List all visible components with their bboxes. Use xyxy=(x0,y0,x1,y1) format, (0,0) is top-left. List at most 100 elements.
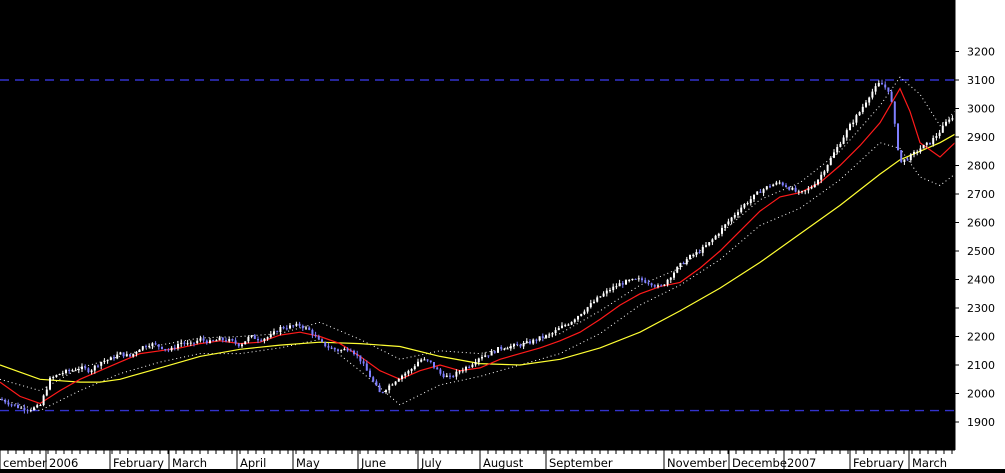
price-candle xyxy=(593,299,595,304)
price-candle xyxy=(602,291,605,298)
price-candle xyxy=(557,326,560,331)
candle-body xyxy=(119,352,122,355)
price-candle xyxy=(708,242,711,247)
price-candle xyxy=(932,135,935,147)
candle-body xyxy=(356,354,359,356)
price-candle xyxy=(125,351,128,357)
candle-body xyxy=(388,385,391,391)
price-candle xyxy=(471,362,474,368)
candle-body xyxy=(285,328,288,330)
price-candle xyxy=(845,128,848,141)
price-candle xyxy=(196,338,199,345)
price-candle xyxy=(420,358,423,363)
price-candle xyxy=(426,359,429,363)
price-candle xyxy=(823,169,826,177)
price-candle xyxy=(583,309,586,316)
price-candle xyxy=(71,368,74,372)
candle-body xyxy=(721,227,723,234)
candle-body xyxy=(151,343,154,346)
candle-body xyxy=(45,389,48,396)
price-candle xyxy=(887,87,890,94)
price-candle xyxy=(538,336,541,342)
price-candle xyxy=(906,157,909,161)
candle-body xyxy=(231,339,234,341)
candle-body xyxy=(292,325,295,327)
price-candle xyxy=(93,364,96,374)
price-candle xyxy=(295,321,298,327)
candle-body xyxy=(941,125,944,133)
candle-body xyxy=(887,87,890,92)
candle-body xyxy=(337,349,339,351)
price-candle xyxy=(308,326,311,331)
candle-body xyxy=(55,374,58,378)
candle-body xyxy=(468,366,471,368)
price-candle xyxy=(724,223,727,231)
price-candle xyxy=(170,345,173,352)
price-candle xyxy=(260,338,263,342)
price-candle xyxy=(129,354,131,358)
price-candle xyxy=(660,284,663,287)
price-candle xyxy=(49,376,51,391)
candle-body xyxy=(237,343,240,347)
price-candle xyxy=(305,325,307,330)
price-candle xyxy=(865,99,867,109)
price-candle xyxy=(45,386,48,397)
price-candle xyxy=(826,164,829,173)
price-candle xyxy=(701,244,704,257)
price-candle xyxy=(327,342,330,351)
candle-body xyxy=(737,212,739,216)
candle-body xyxy=(561,325,563,329)
price-candle xyxy=(177,340,179,351)
price-candle xyxy=(551,332,554,338)
y-tick-label: 2000 xyxy=(967,388,995,401)
candle-body xyxy=(516,344,519,346)
price-candle xyxy=(580,313,583,317)
price-candle xyxy=(301,324,304,332)
price-candle xyxy=(186,340,189,346)
price-candle xyxy=(452,374,455,378)
candle-body xyxy=(39,405,42,407)
candle-body xyxy=(263,338,266,341)
candle-body xyxy=(714,235,717,240)
candle-body xyxy=(884,84,887,88)
candle-body xyxy=(135,352,138,354)
candle-body xyxy=(4,400,7,403)
candle-body xyxy=(215,340,218,342)
candle-body xyxy=(925,142,928,145)
candle-body xyxy=(724,224,727,228)
price-candle xyxy=(756,191,759,195)
candle-body xyxy=(420,359,423,362)
candle-body xyxy=(301,325,304,329)
candle-body xyxy=(452,375,455,377)
candle-body xyxy=(321,339,323,342)
price-candle xyxy=(509,343,512,351)
x-tick-label: 2006 xyxy=(49,456,78,469)
price-candle xyxy=(746,201,749,206)
price-candle xyxy=(487,355,490,359)
price-candle xyxy=(692,253,695,258)
candle-body xyxy=(698,252,701,254)
candle-body xyxy=(785,185,787,187)
price-candle xyxy=(644,277,647,284)
candle-body xyxy=(874,86,877,92)
price-candle xyxy=(717,232,720,238)
candle-body xyxy=(183,342,186,344)
price-candle xyxy=(209,337,211,344)
price-candle xyxy=(900,150,903,164)
price-candle xyxy=(346,347,349,353)
price-candle xyxy=(378,383,381,393)
price-candle xyxy=(474,358,477,367)
candle-body xyxy=(461,370,464,372)
x-tick-label: June xyxy=(360,456,386,469)
y-tick-label: 1900 xyxy=(967,416,995,429)
candle-body xyxy=(113,357,115,359)
candle-body xyxy=(756,191,759,195)
price-candle xyxy=(532,338,535,345)
price-candle xyxy=(548,332,551,338)
price-candle xyxy=(893,100,896,127)
x-tick-label: March xyxy=(912,456,947,469)
candle-body xyxy=(167,349,170,351)
candle-body xyxy=(458,371,461,373)
candle-body xyxy=(212,340,215,342)
